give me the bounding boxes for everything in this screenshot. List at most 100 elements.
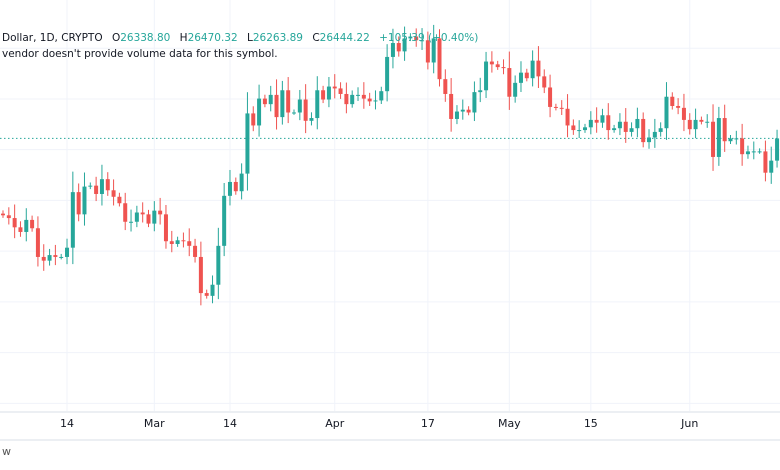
time-axis-label: Mar <box>143 417 165 430</box>
candle-body <box>431 38 436 63</box>
candle <box>402 26 407 61</box>
candle-body <box>751 151 756 153</box>
candle <box>530 50 535 87</box>
candle-body <box>70 192 75 248</box>
candle <box>460 99 465 120</box>
candle-body <box>6 215 11 219</box>
candle-body <box>367 98 372 102</box>
candle-body <box>82 186 87 215</box>
time-axis-label: 14 <box>222 417 237 430</box>
candle-body <box>187 241 192 246</box>
candle <box>286 77 291 124</box>
candle-body <box>559 107 564 109</box>
candle <box>385 44 390 102</box>
close-key: C <box>312 32 320 44</box>
candle <box>466 106 471 116</box>
candle-body <box>757 151 762 153</box>
candle <box>18 221 23 237</box>
ohlc-legend: Dollar, 1D, CRYPTO O26338.80 H26470.32 L… <box>2 32 484 44</box>
candle-body <box>59 256 64 258</box>
candle <box>664 82 669 140</box>
candle <box>210 275 215 304</box>
candle-body <box>30 219 35 229</box>
candle-body <box>65 247 70 257</box>
candle <box>518 61 523 92</box>
candle <box>711 104 716 171</box>
candle-body <box>775 138 780 161</box>
candle <box>152 201 157 232</box>
candle <box>600 108 605 128</box>
candle-body <box>484 61 489 91</box>
candle-body <box>146 214 151 224</box>
candle <box>501 59 506 75</box>
candle <box>641 112 646 148</box>
candle-body <box>76 192 81 215</box>
candle-body <box>239 173 244 192</box>
time-axis-label: Jun <box>681 417 699 430</box>
candle-body <box>414 36 419 41</box>
candle-body <box>437 38 442 80</box>
candle <box>47 248 52 266</box>
candle-body <box>466 109 471 113</box>
candle <box>658 122 663 137</box>
candle-body <box>117 196 122 204</box>
candle-body <box>129 221 134 223</box>
candle <box>565 94 570 138</box>
candle-body <box>175 240 180 244</box>
candle-body <box>379 91 384 101</box>
candle-body <box>18 227 23 232</box>
candle <box>751 141 756 160</box>
candle-body <box>198 256 203 294</box>
candle-body <box>361 94 366 99</box>
time-axis[interactable] <box>0 411 780 441</box>
candle <box>769 146 774 184</box>
candle <box>484 51 489 98</box>
candle <box>524 68 529 82</box>
open-key: O <box>111 32 121 44</box>
candle <box>548 74 553 118</box>
candle <box>414 28 419 47</box>
candle-body <box>181 240 186 242</box>
candle <box>88 182 93 190</box>
candle-body <box>169 241 174 244</box>
candle <box>652 118 657 148</box>
candle-body <box>623 121 628 132</box>
candle <box>175 236 180 247</box>
candle-body <box>309 118 314 121</box>
candle <box>670 92 675 110</box>
candle-body <box>193 245 198 257</box>
candle <box>280 80 285 125</box>
candle-body <box>489 61 494 65</box>
candle-body <box>641 118 646 143</box>
candle-body <box>326 86 331 100</box>
candle-body <box>536 60 541 77</box>
candle-body <box>338 88 343 94</box>
candle-body <box>716 118 721 157</box>
candle-body <box>262 98 267 105</box>
candle-body <box>152 210 157 224</box>
candle <box>693 108 698 139</box>
candle <box>734 130 739 145</box>
symbol-label[interactable]: Dollar, 1D, CRYPTO <box>2 32 103 44</box>
candle <box>257 84 262 137</box>
candle <box>187 228 192 257</box>
candle <box>309 112 314 126</box>
candle <box>740 123 745 166</box>
high-value: 26470.32 <box>187 32 238 44</box>
candle-body <box>163 214 168 242</box>
candle-body <box>664 96 669 129</box>
candle-body <box>286 90 291 113</box>
candle-body <box>105 179 110 191</box>
candle-body <box>548 87 553 107</box>
candle-body <box>687 119 692 130</box>
candle <box>163 204 168 249</box>
candle <box>35 216 40 267</box>
candle-body <box>216 245 221 285</box>
candle <box>193 238 198 263</box>
candle-body <box>274 94 279 118</box>
candle <box>396 36 401 57</box>
candle-body <box>420 40 425 42</box>
candle <box>274 79 279 130</box>
low-value: 26263.89 <box>252 32 303 44</box>
candlestick-chart[interactable] <box>0 0 780 411</box>
